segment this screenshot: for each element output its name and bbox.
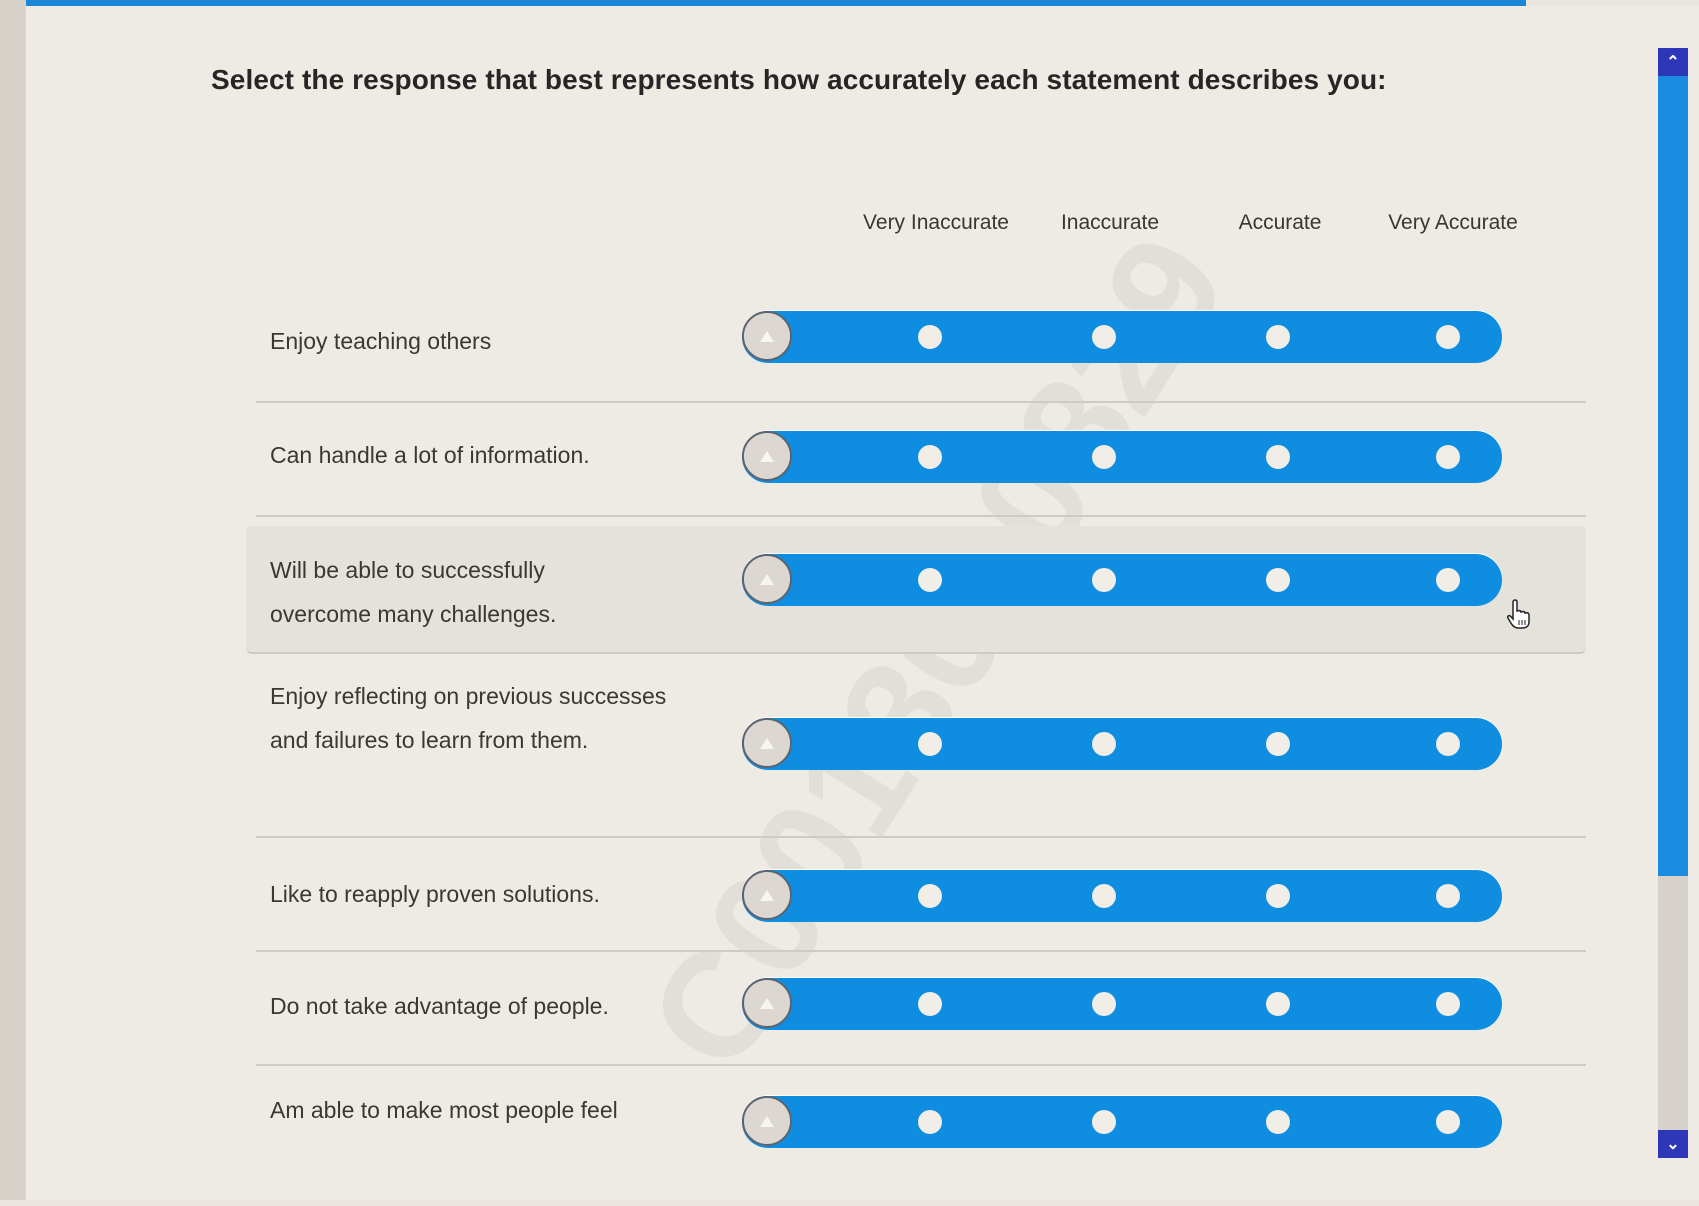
hand-pointer-cursor-icon (1506, 599, 1530, 629)
option-very-accurate[interactable] (1436, 1110, 1460, 1134)
question-row-hovered: Will be able to successfully overcome ma… (246, 526, 1586, 654)
slider-handle[interactable] (742, 311, 792, 361)
option-very-inaccurate[interactable] (918, 1110, 942, 1134)
option-very-inaccurate[interactable] (918, 732, 942, 756)
top-accent-bar (26, 0, 1526, 6)
statement-text: Will be able to successfully overcome ma… (270, 557, 557, 627)
option-accurate[interactable] (1266, 732, 1290, 756)
scrollbar-track[interactable] (1658, 876, 1688, 1130)
option-accurate[interactable] (1266, 1110, 1290, 1134)
statement-text: Can handle a lot of information. (270, 442, 590, 468)
triangle-up-icon (760, 573, 774, 585)
option-very-accurate[interactable] (1436, 732, 1460, 756)
option-accurate[interactable] (1266, 445, 1290, 469)
option-very-accurate[interactable] (1436, 568, 1460, 592)
statement-text: Am able to make most people feel (270, 1097, 618, 1123)
option-inaccurate[interactable] (1092, 992, 1116, 1016)
slider-handle[interactable] (742, 718, 792, 768)
question-row: Can handle a lot of information. (256, 403, 1586, 517)
scroll-down-button[interactable]: ⌄ (1658, 1130, 1688, 1158)
column-header-inaccurate: Inaccurate (1060, 211, 1160, 234)
option-inaccurate[interactable] (1092, 445, 1116, 469)
option-inaccurate[interactable] (1092, 732, 1116, 756)
question-row: Like to reapply proven solutions. (256, 838, 1586, 952)
statement-text: Like to reapply proven solutions. (270, 881, 600, 907)
slider-handle[interactable] (742, 554, 792, 604)
question-row: Enjoy reflecting on previous successes a… (256, 656, 1586, 838)
triangle-up-icon (760, 997, 774, 1009)
option-inaccurate[interactable] (1092, 1110, 1116, 1134)
question-row: Enjoy teaching others (256, 291, 1586, 403)
triangle-up-icon (760, 330, 774, 342)
screen-bezel (0, 0, 26, 1200)
option-very-inaccurate[interactable] (918, 325, 942, 349)
rating-slider[interactable] (742, 431, 1502, 483)
question-row: Am able to make most people feel (256, 1066, 1586, 1206)
scrollbar-thumb[interactable] (1658, 76, 1688, 876)
option-accurate[interactable] (1266, 568, 1290, 592)
column-header-very-inaccurate: Very Inaccurate (863, 211, 1009, 234)
rating-slider[interactable] (742, 1096, 1502, 1148)
rating-slider[interactable] (742, 554, 1502, 606)
triangle-up-icon (760, 889, 774, 901)
option-very-inaccurate[interactable] (918, 992, 942, 1016)
survey-page: C0013090829 Select the response that bes… (26, 6, 1699, 1200)
rating-slider[interactable] (742, 718, 1502, 770)
option-inaccurate[interactable] (1092, 325, 1116, 349)
scroll-up-button[interactable]: ⌃ (1658, 48, 1688, 76)
triangle-up-icon (760, 1115, 774, 1127)
option-inaccurate[interactable] (1092, 568, 1116, 592)
slider-handle[interactable] (742, 431, 792, 481)
option-very-inaccurate[interactable] (918, 445, 942, 469)
option-inaccurate[interactable] (1092, 884, 1116, 908)
slider-handle[interactable] (742, 870, 792, 920)
statement-text: Do not take advantage of people. (270, 993, 609, 1019)
option-very-accurate[interactable] (1436, 884, 1460, 908)
triangle-up-icon (760, 450, 774, 462)
column-header-very-accurate: Very Accurate (1388, 211, 1518, 234)
vertical-scrollbar[interactable]: ⌃ ⌄ (1658, 48, 1688, 1158)
column-header-accurate: Accurate (1238, 211, 1322, 234)
option-accurate[interactable] (1266, 325, 1290, 349)
triangle-up-icon (760, 737, 774, 749)
rating-slider[interactable] (742, 311, 1502, 363)
statement-text: Enjoy teaching others (270, 328, 492, 354)
chevron-up-icon: ⌃ (1666, 54, 1680, 71)
option-very-accurate[interactable] (1436, 325, 1460, 349)
option-very-inaccurate[interactable] (918, 884, 942, 908)
rating-slider[interactable] (742, 978, 1502, 1030)
option-very-inaccurate[interactable] (918, 568, 942, 592)
chevron-down-icon: ⌄ (1666, 1136, 1680, 1153)
rating-slider[interactable] (742, 870, 1502, 922)
option-very-accurate[interactable] (1436, 992, 1460, 1016)
option-accurate[interactable] (1266, 992, 1290, 1016)
option-very-accurate[interactable] (1436, 445, 1460, 469)
slider-handle[interactable] (742, 1096, 792, 1146)
statement-text: Enjoy reflecting on previous successes a… (270, 683, 667, 753)
question-row: Do not take advantage of people. (256, 952, 1586, 1066)
page-title: Select the response that best represents… (211, 64, 1387, 95)
slider-handle[interactable] (742, 978, 792, 1028)
option-accurate[interactable] (1266, 884, 1290, 908)
